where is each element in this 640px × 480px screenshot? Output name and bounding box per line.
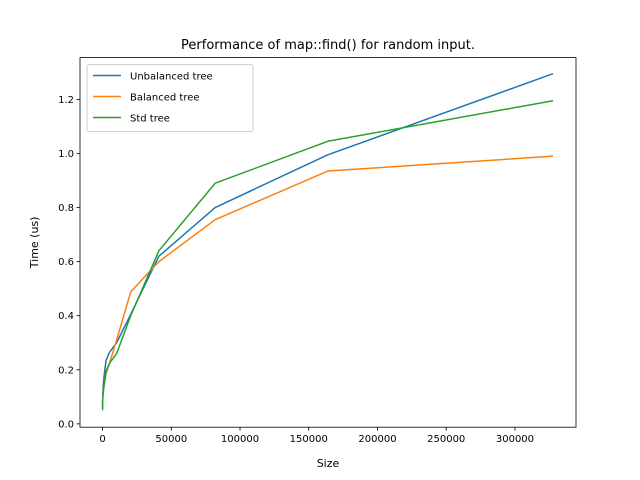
plot-frame — [79, 57, 577, 428]
y-tick-label: 1.0 — [58, 149, 74, 160]
x-tick-label: 300000 — [496, 434, 534, 445]
y-tick-label: 0.6 — [58, 257, 74, 268]
x-tick-label: 200000 — [358, 434, 396, 445]
legend-label: Unbalanced tree — [130, 72, 213, 83]
x-axis-label: Size — [317, 457, 340, 470]
y-tick-label: 0.4 — [58, 311, 74, 322]
y-tick-label: 0.2 — [58, 365, 74, 376]
x-tick-label: 100000 — [221, 434, 259, 445]
series-lines — [101, 72, 554, 411]
y-tick-label: 0.0 — [58, 419, 74, 430]
y-tick-label: 0.8 — [58, 203, 74, 214]
chart-title: Performance of map::find() for random in… — [181, 38, 475, 53]
x-tick-label: 50000 — [155, 434, 187, 445]
legend: Unbalanced tree Balanced tree Std tree — [86, 64, 254, 133]
y-tick-label: 1.2 — [58, 95, 74, 106]
x-axis: 0 50000 100000 150000 200000 250000 300000 — [99, 427, 534, 445]
series-line-3 — [101, 99, 554, 411]
x-tick-label: 0 — [99, 434, 105, 445]
y-axis: 0.0 0.2 0.4 0.6 0.8 1.0 1.2 — [58, 95, 80, 430]
x-tick-label: 150000 — [290, 434, 328, 445]
x-tick-label: 250000 — [427, 434, 465, 445]
legend-box — [86, 64, 254, 133]
y-axis-label: Time (us) — [28, 217, 41, 270]
legend-label: Balanced tree — [130, 93, 200, 104]
legend-label: Std tree — [130, 114, 170, 125]
